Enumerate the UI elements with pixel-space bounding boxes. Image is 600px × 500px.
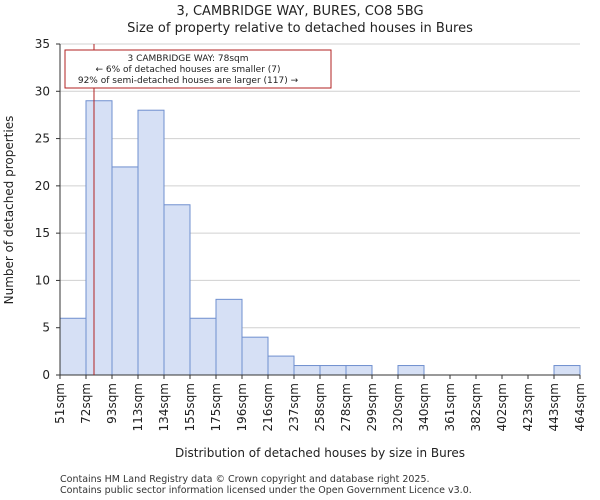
x-tick-label: 237sqm <box>287 383 301 431</box>
x-tick-label: 320sqm <box>391 383 405 431</box>
histogram-bar <box>319 365 347 376</box>
x-tick-label: 299sqm <box>365 383 379 431</box>
x-tick-label: 361sqm <box>443 383 457 431</box>
x-axis-label: Distribution of detached houses by size … <box>175 446 465 460</box>
annotation-title: 3 CAMBRIDGE WAY: 78sqm <box>127 54 248 64</box>
annotation-smaller: ← 6% of detached houses are smaller (7) <box>95 65 280 75</box>
histogram-bar <box>345 365 373 376</box>
y-tick-label: 20 <box>35 179 50 193</box>
x-tick-label: 196sqm <box>235 383 249 431</box>
x-tick-label: 278sqm <box>339 383 353 431</box>
y-tick-label: 10 <box>35 273 50 287</box>
plot-area: 0 5 10 15 20 25 30 35 51sqm 72sqm 93sqm 113sqm 134sq… <box>35 37 587 431</box>
histogram-bar <box>241 336 269 376</box>
y-tick-label: 5 <box>42 321 50 335</box>
x-tick-label: 175sqm <box>209 383 223 431</box>
x-tick-label: 340sqm <box>417 383 431 431</box>
x-tick-label: 155sqm <box>183 383 197 431</box>
y-tick-label: 15 <box>35 226 50 240</box>
x-tick-label: 402sqm <box>495 383 509 431</box>
histogram-bar <box>85 100 113 376</box>
y-axis-label: Number of detached properties <box>2 116 16 305</box>
footer-line-1: Contains HM Land Registry data © Crown c… <box>60 474 430 485</box>
histogram-bar <box>215 298 243 376</box>
annotation-box <box>64 49 332 89</box>
x-tick-label: 51sqm <box>53 383 67 424</box>
histogram-bar <box>189 317 217 376</box>
histogram-bar <box>163 204 191 376</box>
x-tick-label: 134sqm <box>157 383 171 431</box>
histogram-bar <box>111 166 139 376</box>
chart-subtitle: Size of property relative to detached ho… <box>127 21 473 36</box>
y-tick-label: 30 <box>35 84 50 98</box>
annotation-larger: 92% of semi-detached houses are larger (… <box>78 76 299 86</box>
x-tick-label: 113sqm <box>131 383 145 431</box>
x-tick-label: 464sqm <box>573 383 587 431</box>
x-tick-label: 216sqm <box>261 383 275 431</box>
x-tick-label: 93sqm <box>105 383 119 424</box>
histogram-bar <box>397 365 425 376</box>
x-tick-label: 258sqm <box>313 383 327 431</box>
x-tick-label: 443sqm <box>547 383 561 431</box>
y-tick-label: 0 <box>42 368 50 382</box>
histogram-bar <box>553 365 581 376</box>
y-tick-label: 35 <box>35 37 50 51</box>
chart-title: 3, CAMBRIDGE WAY, BURES, CO8 5BG <box>176 4 423 19</box>
histogram-bar <box>137 109 165 376</box>
histogram-bar <box>267 355 295 376</box>
histogram-bar <box>59 317 87 376</box>
x-tick-label: 382sqm <box>469 383 483 431</box>
y-tick-label: 25 <box>35 132 50 146</box>
footer-line-2: Contains public sector information licen… <box>60 485 472 496</box>
x-tick-label: 72sqm <box>79 383 93 424</box>
histogram-bar <box>293 365 321 376</box>
x-tick-label: 423sqm <box>521 383 535 431</box>
